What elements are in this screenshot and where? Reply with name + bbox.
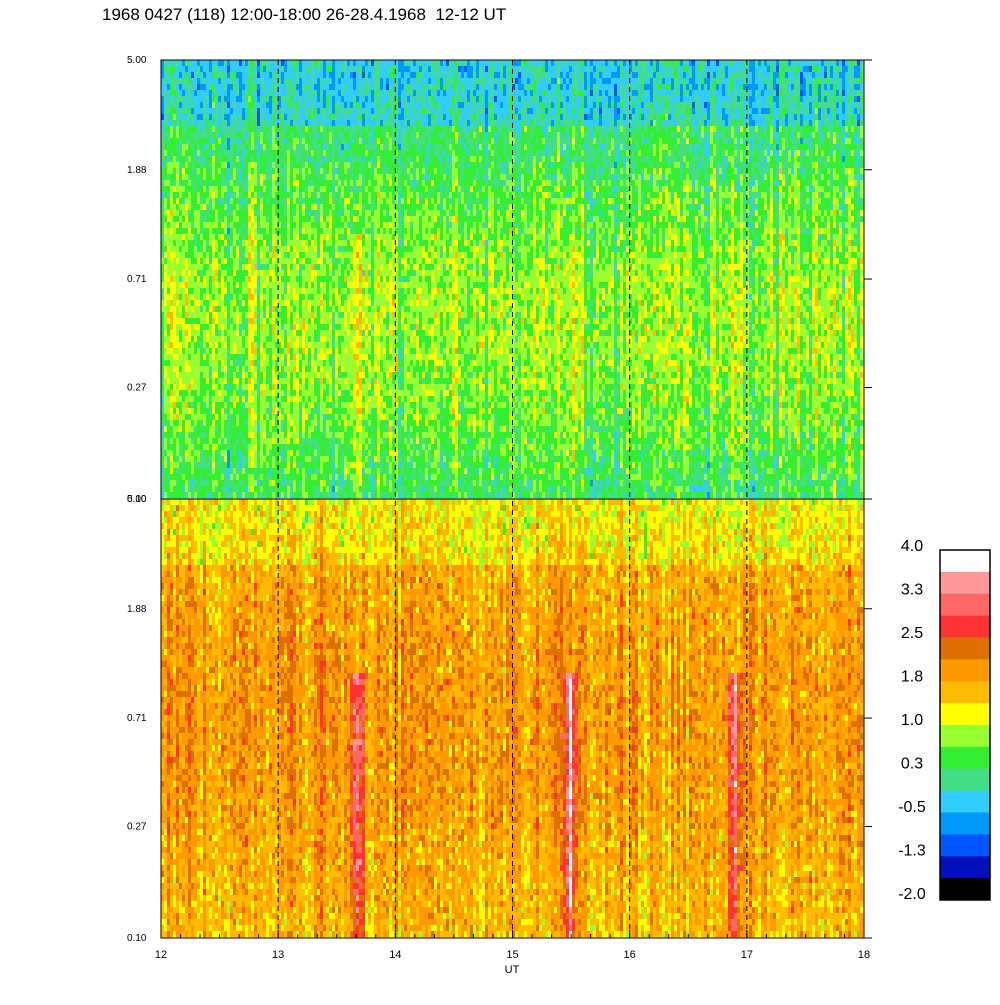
x-tick-label: 12 (155, 949, 167, 961)
bottom-panel-ytick-label: 0.27 (127, 822, 147, 833)
bottom-panel-ytick-label: 5.00 (127, 494, 147, 505)
bottom-panel-ytick-label: 0.71 (127, 713, 147, 724)
x-tick-label: 15 (506, 949, 518, 961)
x-tick-label: 14 (389, 949, 401, 961)
colorbar-band (940, 594, 990, 616)
colorbar-label: -1.3 (898, 843, 926, 860)
colorbar-label: 1.0 (901, 712, 923, 729)
colorbar-band (940, 703, 990, 725)
x-tick-label: 16 (624, 949, 636, 961)
top-panel-ytick-label: 1.88 (127, 165, 147, 176)
colorbar-band (940, 769, 990, 791)
colorbar-label: 4.0 (901, 538, 923, 555)
top-panel-ytick-label: 5.00 (127, 55, 147, 66)
colorbar-band (940, 659, 990, 681)
x-tick-label: 18 (858, 949, 870, 961)
colorbar-label: 1.8 (901, 669, 923, 686)
colorbar-band (940, 834, 990, 856)
colorbar-band (940, 878, 990, 900)
x-tick-label: 17 (741, 949, 753, 961)
colorbar-band (940, 813, 990, 835)
colorbar-label: -0.5 (898, 799, 926, 816)
x-axis-label: UT (505, 964, 520, 976)
colorbar-band (940, 681, 990, 703)
colorbar-label: -2.0 (898, 886, 926, 903)
colorbar-band (940, 725, 990, 747)
colorbar-band (940, 638, 990, 660)
colorbar-label: 3.3 (901, 582, 923, 599)
colorbar-band (940, 856, 990, 878)
colorbar-band (940, 747, 990, 769)
chart-title: 1968 0427 (118) 12:00-18:00 26-28.4.1968… (102, 5, 506, 25)
colorbar-label: 2.5 (901, 625, 923, 642)
top-panel-ytick-label: 0.27 (127, 383, 147, 394)
x-tick-label: 13 (272, 949, 284, 961)
colorbar-band (940, 572, 990, 594)
colorbar-band (940, 616, 990, 638)
top-panel-ytick-label: 0.71 (127, 274, 147, 285)
bottom-panel-ytick-label: 1.88 (127, 604, 147, 615)
colorbar-band (940, 791, 990, 813)
colorbar-label: 0.3 (901, 756, 923, 773)
colorbar-band (940, 550, 990, 572)
bottom-panel-ytick-label: 0.10 (127, 933, 147, 944)
